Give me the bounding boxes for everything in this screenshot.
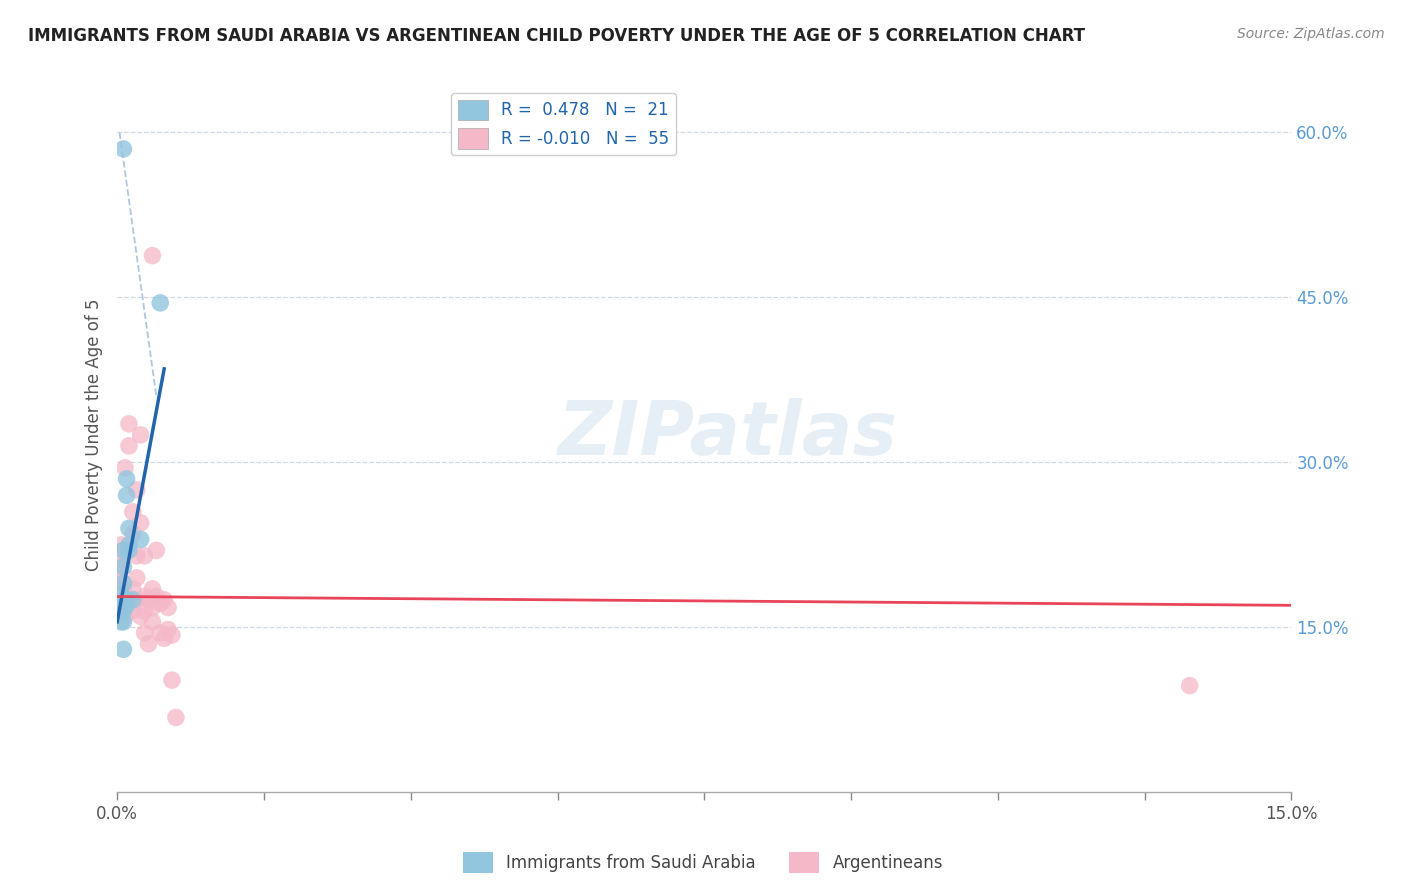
Point: [153, 632, 176, 646]
Point: [165, 710, 187, 724]
Point: [114, 461, 136, 475]
Point: [138, 592, 160, 607]
Point: [110, 549, 132, 563]
Text: Source: ZipAtlas.com: Source: ZipAtlas.com: [1237, 27, 1385, 41]
Point: [110, 582, 132, 596]
Point: [112, 582, 135, 596]
Point: [112, 559, 135, 574]
Point: [141, 249, 163, 263]
Point: [108, 571, 131, 585]
Point: [115, 488, 138, 502]
Point: [107, 582, 129, 596]
Point: [1178, 679, 1201, 693]
Point: [157, 600, 180, 615]
Point: [114, 592, 136, 607]
Point: [141, 582, 163, 596]
Point: [110, 538, 132, 552]
Point: [160, 628, 183, 642]
Legend: Immigrants from Saudi Arabia, Argentineans: Immigrants from Saudi Arabia, Argentinea…: [457, 846, 949, 880]
Point: [125, 592, 148, 607]
Point: [112, 142, 135, 156]
Point: [141, 615, 163, 629]
Point: [118, 439, 141, 453]
Point: [121, 582, 143, 596]
Point: [134, 590, 156, 604]
Point: [118, 543, 141, 558]
Point: [107, 599, 129, 613]
Point: [145, 543, 167, 558]
Point: [112, 543, 135, 558]
Point: [118, 521, 141, 535]
Point: [118, 417, 141, 431]
Point: [115, 599, 138, 613]
Point: [129, 609, 152, 624]
Point: [110, 615, 132, 629]
Point: [149, 296, 172, 310]
Point: [118, 538, 141, 552]
Point: [110, 604, 132, 618]
Point: [149, 596, 172, 610]
Point: [153, 592, 176, 607]
Point: [112, 604, 135, 618]
Point: [112, 604, 135, 618]
Point: [112, 592, 135, 607]
Point: [129, 428, 152, 442]
Point: [121, 604, 143, 618]
Point: [118, 592, 141, 607]
Point: [125, 483, 148, 497]
Point: [125, 549, 148, 563]
Point: [129, 533, 152, 547]
Point: [125, 571, 148, 585]
Point: [108, 604, 131, 618]
Point: [114, 609, 136, 624]
Point: [138, 637, 160, 651]
Point: [141, 600, 163, 615]
Point: [112, 615, 135, 629]
Point: [134, 549, 156, 563]
Point: [112, 576, 135, 591]
Point: [112, 642, 135, 657]
Point: [121, 526, 143, 541]
Point: [110, 587, 132, 601]
Point: [115, 592, 138, 607]
Text: ZIPatlas: ZIPatlas: [558, 399, 898, 471]
Point: [149, 625, 172, 640]
Point: [110, 592, 132, 607]
Point: [110, 576, 132, 591]
Point: [134, 604, 156, 618]
Point: [157, 623, 180, 637]
Point: [121, 505, 143, 519]
Point: [114, 592, 136, 607]
Point: [134, 625, 156, 640]
Point: [112, 592, 135, 607]
Point: [112, 543, 135, 558]
Point: [121, 592, 143, 607]
Y-axis label: Child Poverty Under the Age of 5: Child Poverty Under the Age of 5: [86, 299, 103, 571]
Point: [107, 592, 129, 607]
Point: [108, 559, 131, 574]
Point: [160, 673, 183, 687]
Text: IMMIGRANTS FROM SAUDI ARABIA VS ARGENTINEAN CHILD POVERTY UNDER THE AGE OF 5 COR: IMMIGRANTS FROM SAUDI ARABIA VS ARGENTIN…: [28, 27, 1085, 45]
Legend: R =  0.478   N =  21, R = -0.010   N =  55: R = 0.478 N = 21, R = -0.010 N = 55: [451, 93, 676, 155]
Point: [129, 516, 152, 530]
Point: [145, 590, 167, 604]
Point: [115, 472, 138, 486]
